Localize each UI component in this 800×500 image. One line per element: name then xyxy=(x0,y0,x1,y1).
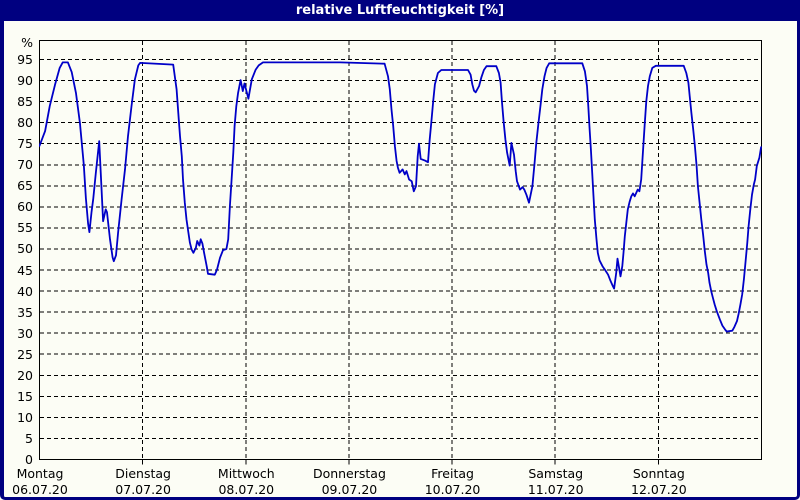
y-axis-tick-label: 50 xyxy=(17,241,33,257)
x-axis-day-label: Montag xyxy=(16,466,64,481)
y-axis-tick-label: 5 xyxy=(25,430,33,446)
y-axis-tick-label: 65 xyxy=(17,178,33,194)
y-axis-tick-label: 25 xyxy=(17,346,33,362)
x-axis-day-label: Mittwoch xyxy=(217,466,275,481)
x-axis-date-label: 09.07.20 xyxy=(321,482,378,497)
x-axis-date-label: 12.07.20 xyxy=(631,482,687,497)
y-axis-tick-label: 0 xyxy=(25,452,33,467)
y-axis-unit-label: % xyxy=(21,35,33,50)
x-axis-day-label: Donnerstag xyxy=(312,466,386,481)
window-title: relative Luftfeuchtigkeit [%] xyxy=(295,3,505,18)
y-axis-tick-label: 40 xyxy=(17,283,33,299)
humidity-line-chart xyxy=(39,40,762,465)
y-axis-tick-label: 45 xyxy=(17,262,33,278)
y-axis-tick-label: 75 xyxy=(17,136,33,152)
y-axis-tick-label: 60 xyxy=(17,199,33,215)
x-axis-day-label: Samstag xyxy=(528,466,584,481)
plot-border xyxy=(39,40,762,460)
title-bar: relative Luftfeuchtigkeit [%] xyxy=(0,0,800,21)
y-axis-tick-label: 30 xyxy=(17,325,33,341)
x-axis-date-label: 06.07.20 xyxy=(12,482,68,497)
x-axis-date-label: 11.07.20 xyxy=(527,482,584,497)
y-axis-tick-label: 10 xyxy=(17,409,33,425)
y-axis-tick-label: 20 xyxy=(17,367,33,383)
x-axis-day-label: Dienstag xyxy=(115,466,171,481)
x-axis-date-label: 07.07.20 xyxy=(115,482,171,497)
x-axis-date-label: 10.07.20 xyxy=(424,482,481,497)
y-axis-tick-label: 70 xyxy=(17,157,33,173)
x-axis-date-label: 08.07.20 xyxy=(218,482,275,497)
y-axis-tick-label: 15 xyxy=(17,388,33,404)
y-axis-tick-label: 95 xyxy=(17,52,33,67)
y-axis-tick-label: 80 xyxy=(17,115,33,131)
y-axis-tick-label: 35 xyxy=(17,304,33,320)
y-axis-tick-label: 90 xyxy=(17,73,33,89)
humidity-series-line xyxy=(39,61,762,333)
x-axis-day-label: Sonntag xyxy=(632,466,685,481)
y-axis-tick-label: 55 xyxy=(17,220,33,236)
y-axis-tick-label: 85 xyxy=(17,94,33,110)
x-axis-day-label: Freitag xyxy=(431,466,474,481)
